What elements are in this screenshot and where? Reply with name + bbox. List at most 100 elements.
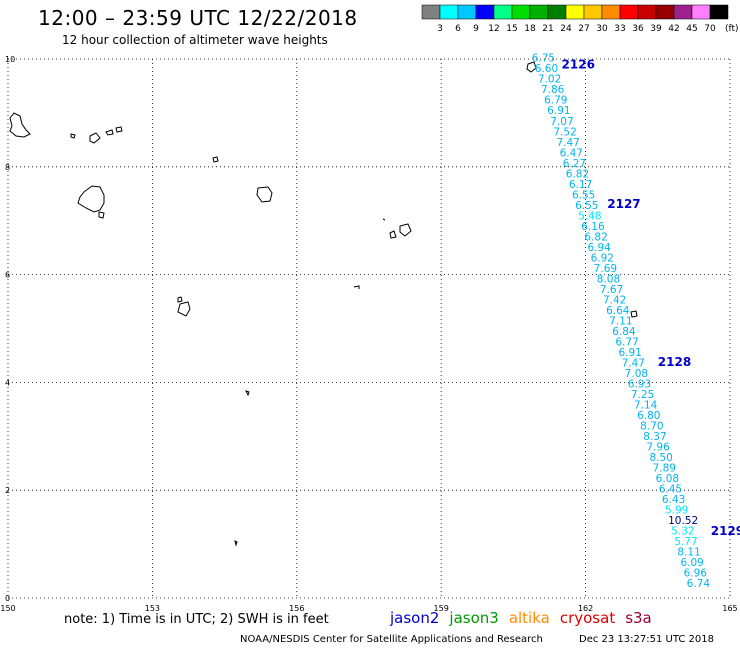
wave-height-value: 7.07 [550, 116, 573, 128]
island-outlines [9, 61, 638, 547]
legend-label: 15 [506, 24, 517, 34]
island-outline [212, 156, 219, 163]
wave-height-value: 10.52 [668, 515, 698, 527]
island-outline [98, 211, 105, 219]
island-outline [526, 61, 537, 73]
wave-height-value: 8.37 [643, 431, 666, 443]
wave-height-value: 6.77 [615, 336, 638, 348]
wave-height-value: 6.27 [563, 158, 586, 170]
lon-tick-label: 150 [0, 604, 15, 613]
legend-label: 36 [632, 24, 644, 34]
wave-height-value: 5.99 [665, 505, 688, 517]
wave-height-value: 6.91 [618, 347, 641, 359]
wave-height-value: 7.14 [634, 400, 658, 412]
legend-swatch [709, 4, 729, 20]
wave-height-value: 7.96 [646, 442, 670, 454]
wave-height-value: 8.08 [597, 273, 620, 285]
legend-swatch [565, 4, 585, 20]
lon-tick-label: 153 [145, 604, 160, 613]
satellite-name: jason2 [390, 609, 440, 627]
pass-number-label: 2128 [658, 355, 691, 369]
legend-swatch [601, 4, 621, 20]
wave-height-value: 7.69 [594, 263, 617, 275]
legend-label: 33 [614, 24, 625, 34]
legend-label: 18 [524, 24, 536, 34]
island-outline [9, 112, 31, 138]
wave-height-value: 6.09 [680, 557, 703, 569]
satellite-name: s3a [625, 609, 652, 627]
generated-timestamp: Dec 23 13:27:51 UTC 2018 [579, 634, 714, 645]
wave-height-value: 6.64 [606, 305, 630, 317]
island-outline [234, 540, 238, 547]
wave-height-value: 6.93 [628, 379, 651, 391]
satellite-name: cryosat [559, 609, 616, 627]
legend-swatch [529, 4, 549, 20]
wave-height-value: 6.47 [560, 147, 583, 159]
footnote: note: 1) Time is in UTC; 2) SWH is in fe… [64, 612, 329, 627]
island-outline [399, 223, 412, 237]
wave-height-value: 6.74 [687, 578, 711, 590]
legend-label: 24 [560, 24, 572, 34]
legend-label: 6 [455, 24, 461, 34]
island-outline [177, 296, 183, 303]
satellite-name: jason3 [449, 609, 499, 627]
legend-swatch [655, 4, 675, 20]
island-outline [89, 132, 101, 144]
legend-label: 45 [686, 24, 697, 34]
wave-height-value: 7.11 [609, 315, 632, 327]
pass-number-label: 2127 [607, 197, 640, 211]
satellite-name: altika [508, 609, 550, 627]
legend-swatch [547, 4, 567, 20]
legend-swatch [457, 4, 477, 20]
island-outline [245, 390, 250, 397]
wave-height-value: 6.94 [587, 242, 611, 254]
wave-height-value: 7.08 [625, 368, 648, 380]
credit-line: NOAA/NESDIS Center for Satellite Applica… [240, 634, 543, 645]
wave-height-value: 6.75 [532, 53, 555, 65]
island-outline [382, 218, 386, 221]
map-title: 12:00 – 23:59 UTC 12/22/2018 [38, 6, 358, 30]
island-outline [115, 126, 123, 133]
legend-label: 39 [650, 24, 662, 34]
legend-unit: (ft) [725, 24, 739, 34]
legend-swatch [439, 4, 459, 20]
lon-tick-label: 165 [722, 604, 737, 613]
island-outline [256, 186, 273, 203]
wave-height-value: 7.89 [653, 463, 676, 475]
wave-height-value: 6.60 [535, 63, 558, 75]
legend-label: 42 [668, 24, 679, 34]
wave-height-value: 8.70 [640, 421, 663, 433]
legend-label: 21 [542, 24, 553, 34]
legend-label: 3 [437, 24, 443, 34]
legend-swatch [511, 4, 531, 20]
island-outline [389, 230, 397, 239]
wave-height-value: 6.82 [584, 231, 607, 243]
wave-height-value: 6.80 [637, 410, 660, 422]
legend-swatch [619, 4, 639, 20]
wave-height-value: 5.48 [578, 210, 601, 222]
island-outline [77, 185, 105, 213]
wave-height-value: 6.55 [575, 200, 598, 212]
lat-tick-label: 6 [5, 271, 10, 280]
map-subtitle: 12 hour collection of altimeter wave hei… [62, 33, 328, 47]
wave-height-track: 6.756.607.027.866.796.917.077.527.476.47… [532, 53, 711, 591]
wave-height-value: 5.32 [671, 526, 694, 538]
wave-height-value: 6.43 [662, 494, 685, 506]
wave-height-value: 6.17 [569, 179, 592, 191]
wave-height-value: 6.79 [544, 95, 567, 107]
wave-height-value: 7.47 [556, 137, 579, 149]
lat-lon-grid [7, 58, 731, 599]
wave-height-value: 7.42 [603, 294, 626, 306]
legend-swatch [637, 4, 657, 20]
pass-labels: 2126 2127 2128 2129 [562, 58, 740, 538]
wave-height-value: 6.55 [572, 189, 595, 201]
wave-height-value: 7.86 [541, 84, 565, 96]
wave-height-value: 8.50 [649, 452, 672, 464]
legend-label: 9 [473, 24, 479, 34]
island-outline [630, 310, 638, 318]
lon-tick-label: 162 [578, 604, 593, 613]
legend-label: 70 [704, 24, 716, 34]
wave-height-value: 6.91 [547, 105, 570, 117]
wave-height-value: 6.84 [612, 326, 636, 338]
